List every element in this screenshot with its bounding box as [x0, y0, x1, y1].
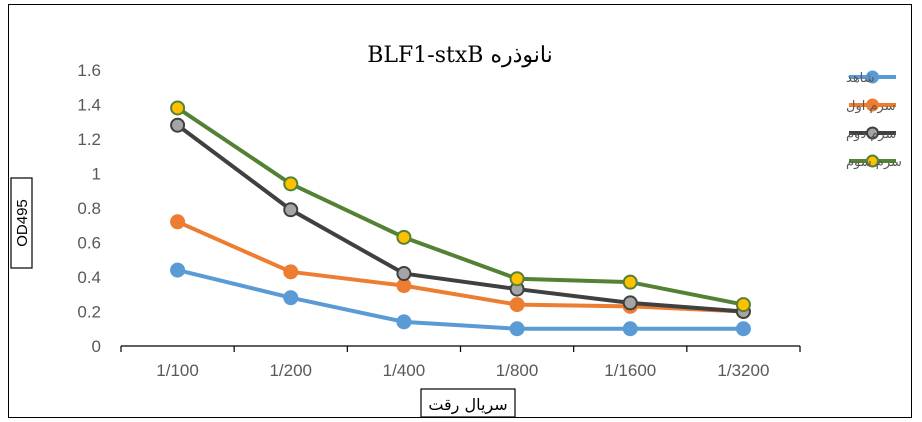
data-point: [283, 290, 299, 306]
x-tick-label: 1/3200: [717, 361, 769, 380]
y-axis-title-box: [10, 177, 33, 269]
series-2: [170, 214, 751, 319]
data-point: [170, 100, 186, 116]
legend: شاهد سرم اول سرم دوم سرم سوم: [846, 70, 902, 170]
data-point: [396, 229, 412, 245]
y-axis-ticks: 0 0.2 0.4 0.6 0.8 1 1.2 1.4 1.6: [77, 61, 101, 356]
data-point: [283, 202, 299, 218]
series-line: [175, 268, 746, 331]
y-tick-label: 0.6: [77, 234, 101, 253]
legend-swatch-marker: [866, 98, 879, 112]
series-line: [175, 219, 746, 314]
x-axis-title: سریال رقت: [428, 395, 507, 415]
legend-swatch-marker: [866, 154, 879, 168]
y-tick-label: 1: [92, 165, 101, 184]
legend-swatch-marker: [866, 126, 879, 140]
series-3: [170, 117, 751, 319]
data-point: [396, 278, 412, 294]
x-tick-label: 1/1600: [604, 361, 656, 380]
legend-item: سرم اول: [846, 98, 896, 114]
series-line: [175, 105, 746, 307]
x-tick-label: 1/800: [496, 361, 539, 380]
y-tick-label: 0.8: [77, 199, 101, 218]
legend-label: سرم سوم: [846, 155, 902, 170]
legend-label: شاهد: [846, 71, 875, 86]
data-point: [283, 176, 299, 192]
chart-title: نانوذره BLF1-stxB: [367, 43, 552, 68]
data-point: [509, 321, 525, 337]
legend-item: سرم سوم: [846, 154, 902, 170]
y-axis-title: OD495: [14, 199, 31, 247]
data-point: [509, 271, 525, 287]
data-point: [735, 297, 751, 313]
legend-item: شاهد: [846, 70, 896, 86]
data-point: [170, 117, 186, 133]
y-tick-label: 0: [92, 337, 101, 356]
y-tick-label: 1.6: [77, 61, 101, 80]
data-point: [170, 214, 186, 230]
legend-label: سرم اول: [846, 99, 896, 114]
data-point: [396, 266, 412, 282]
data-point: [735, 321, 751, 337]
data-point: [170, 262, 186, 278]
y-tick-label: 1.4: [77, 96, 101, 115]
series-1: [170, 262, 751, 337]
y-tick-label: 1.2: [77, 130, 101, 149]
data-point: [283, 264, 299, 280]
legend-item: سرم دوم: [846, 126, 896, 142]
legend-swatch-marker: [866, 70, 879, 84]
data-point: [622, 274, 638, 290]
data-point: [622, 321, 638, 337]
y-tick-label: 0.2: [77, 303, 101, 322]
series-layer: [170, 100, 751, 337]
y-tick-label: 0.4: [77, 268, 101, 287]
data-point: [622, 295, 638, 311]
x-tick-label: 1/400: [383, 361, 426, 380]
data-point: [396, 314, 412, 330]
x-axis-ticks: 1/100 1/200 1/400 1/800 1/1600 1/3200: [120, 346, 801, 380]
x-axis-title-box: [420, 388, 516, 418]
data-point: [509, 297, 525, 313]
legend-label: سرم دوم: [846, 127, 896, 142]
x-tick-label: 1/200: [269, 361, 312, 380]
x-tick-label: 1/100: [156, 361, 199, 380]
series-line: [175, 123, 746, 314]
series-4: [170, 100, 751, 313]
